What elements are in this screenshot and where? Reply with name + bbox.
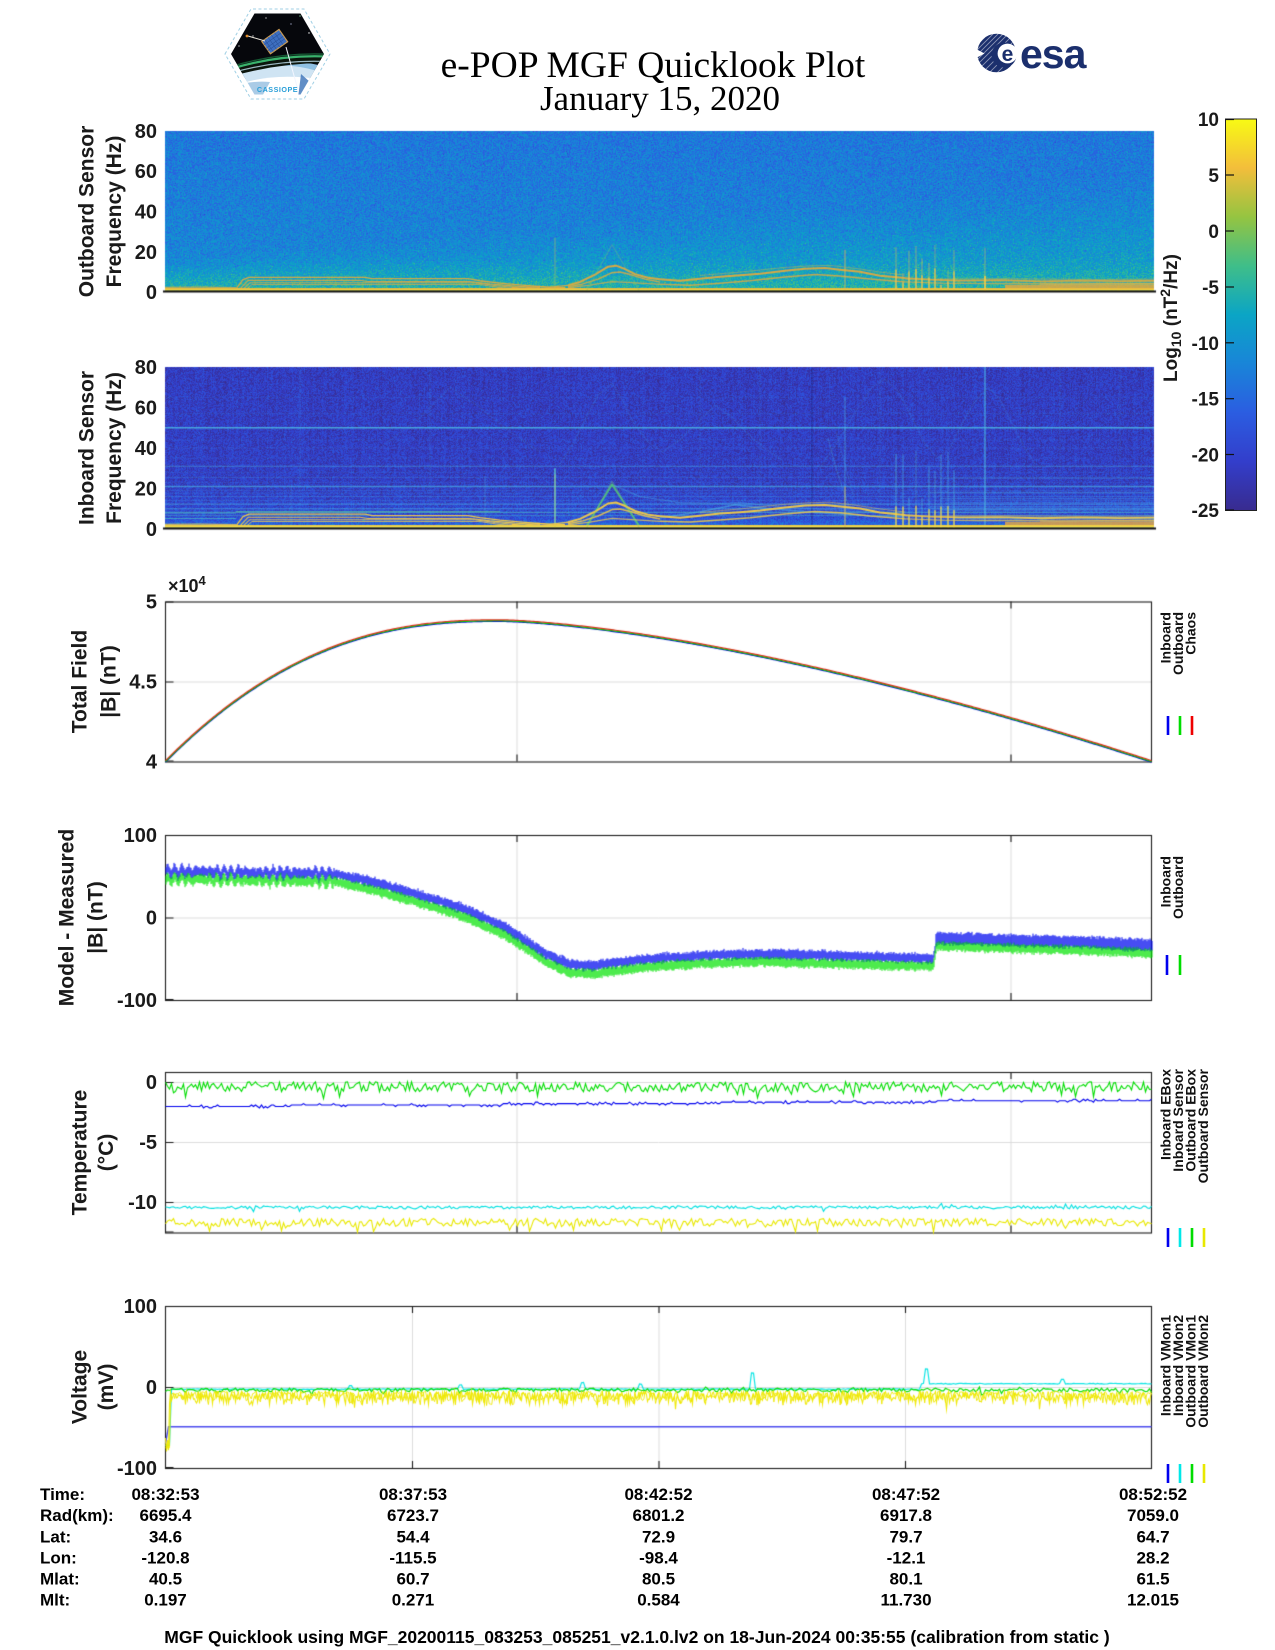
svg-text:-25: -25 — [1192, 501, 1220, 522]
svg-text:Lon:: Lon: — [40, 1549, 77, 1568]
svg-text:(mV): (mV) — [95, 1364, 118, 1411]
svg-text:64.7: 64.7 — [1136, 1528, 1169, 1547]
svg-text:80.5: 80.5 — [642, 1570, 675, 1589]
svg-text:esa: esa — [1020, 31, 1088, 77]
svg-text:6917.8: 6917.8 — [880, 1506, 932, 1525]
svg-text:CASSIOPE: CASSIOPE — [257, 85, 298, 94]
svg-text:-98.4: -98.4 — [639, 1549, 678, 1568]
svg-text:Inboard: Inboard — [1158, 612, 1174, 663]
svg-text:11.730: 11.730 — [880, 1591, 931, 1610]
svg-text:-15: -15 — [1192, 390, 1220, 411]
svg-text:|B| (nT): |B| (nT) — [98, 645, 121, 717]
svg-text:Outboard VMon1: Outboard VMon1 — [1183, 1315, 1199, 1428]
svg-text:0.197: 0.197 — [144, 1591, 187, 1610]
svg-text:-5: -5 — [1202, 278, 1219, 299]
svg-text:MGF Quicklook using MGF_202001: MGF Quicklook using MGF_20200115_083253_… — [164, 1627, 1109, 1647]
svg-text:20: 20 — [135, 479, 157, 501]
svg-text:Total Field: Total Field — [69, 630, 92, 733]
svg-text:5: 5 — [146, 592, 157, 614]
svg-text:0: 0 — [146, 1377, 157, 1399]
svg-text:-10: -10 — [1192, 334, 1219, 355]
svg-text:12.015: 12.015 — [1127, 1591, 1179, 1610]
svg-text:0: 0 — [146, 1072, 157, 1094]
svg-text:60: 60 — [135, 398, 157, 420]
svg-text:-100: -100 — [117, 990, 157, 1012]
svg-text:January 15, 2020: January 15, 2020 — [540, 79, 780, 118]
svg-text:0.271: 0.271 — [392, 1591, 435, 1610]
svg-text:6695.4: 6695.4 — [140, 1506, 193, 1525]
svg-text:40: 40 — [135, 438, 157, 460]
svg-text:Chaos: Chaos — [1183, 612, 1199, 655]
svg-text:40: 40 — [135, 202, 157, 224]
svg-text:Time:: Time: — [40, 1485, 85, 1504]
svg-text:Model - Measured: Model - Measured — [56, 829, 79, 1006]
svg-text:4: 4 — [146, 752, 158, 774]
svg-text:Inboard Sensor: Inboard Sensor — [1170, 1068, 1186, 1171]
svg-text:-115.5: -115.5 — [389, 1549, 436, 1568]
svg-text:Lat:: Lat: — [40, 1528, 71, 1547]
svg-text:-10: -10 — [128, 1192, 157, 1214]
svg-text:0: 0 — [146, 519, 157, 541]
svg-text:28.2: 28.2 — [1136, 1549, 1169, 1568]
svg-text:Voltage: Voltage — [69, 1350, 92, 1424]
svg-text:5: 5 — [1208, 166, 1219, 187]
svg-text:4.5: 4.5 — [129, 672, 157, 694]
svg-text:Outboard EBox: Outboard EBox — [1183, 1069, 1199, 1172]
svg-text:80: 80 — [135, 357, 157, 379]
svg-text:Mlt:: Mlt: — [40, 1591, 70, 1610]
svg-text:-120.8: -120.8 — [141, 1549, 189, 1568]
svg-text:08:32:53: 08:32:53 — [131, 1485, 199, 1504]
svg-text:0: 0 — [1208, 222, 1219, 243]
svg-text:72.9: 72.9 — [642, 1528, 675, 1547]
svg-text:Outboard Sensor: Outboard Sensor — [76, 126, 99, 298]
svg-text:Outboard VMon2: Outboard VMon2 — [1195, 1315, 1211, 1428]
svg-text:Inboard EBox: Inboard EBox — [1158, 1069, 1174, 1160]
svg-text:40.5: 40.5 — [149, 1570, 182, 1589]
svg-text:79.7: 79.7 — [889, 1528, 922, 1547]
svg-text:Inboard VMon1: Inboard VMon1 — [1158, 1315, 1174, 1416]
svg-text:08:42:52: 08:42:52 — [624, 1485, 692, 1504]
svg-text:e: e — [1002, 43, 1014, 66]
svg-text:08:47:52: 08:47:52 — [872, 1485, 940, 1504]
svg-text:Mlat:: Mlat: — [40, 1570, 80, 1589]
svg-text:08:37:53: 08:37:53 — [379, 1485, 447, 1504]
svg-text:-20: -20 — [1192, 446, 1219, 467]
svg-text:e-POP MGF Quicklook Plot: e-POP MGF Quicklook Plot — [441, 45, 866, 86]
svg-text:Inboard Sensor: Inboard Sensor — [76, 371, 99, 525]
svg-text:-5: -5 — [139, 1132, 157, 1154]
svg-text:Temperature: Temperature — [69, 1090, 92, 1216]
svg-text:Frequency (Hz): Frequency (Hz) — [103, 372, 126, 524]
svg-text:0.584: 0.584 — [637, 1591, 680, 1610]
svg-text:-12.1: -12.1 — [887, 1549, 926, 1568]
svg-text:100: 100 — [124, 825, 157, 847]
svg-text:80: 80 — [135, 121, 157, 143]
svg-text:60: 60 — [135, 161, 157, 183]
svg-text:54.4: 54.4 — [396, 1528, 430, 1547]
svg-text:6801.2: 6801.2 — [633, 1506, 685, 1525]
svg-text:80.1: 80.1 — [889, 1570, 922, 1589]
svg-text:34.6: 34.6 — [149, 1528, 182, 1547]
svg-text:Inboard VMon2: Inboard VMon2 — [1170, 1315, 1186, 1416]
svg-text:Outboard: Outboard — [1170, 612, 1186, 675]
svg-text:08:52:52: 08:52:52 — [1119, 1485, 1187, 1504]
svg-text:Log10 (nT2/Hz): Log10 (nT2/Hz) — [1157, 254, 1184, 382]
svg-text:(°C): (°C) — [95, 1134, 118, 1172]
svg-text:Frequency (Hz): Frequency (Hz) — [103, 136, 126, 288]
svg-text:20: 20 — [135, 242, 157, 264]
svg-text:10: 10 — [1198, 110, 1219, 131]
svg-text:Outboard Sensor: Outboard Sensor — [1195, 1068, 1211, 1183]
svg-text:Outboard: Outboard — [1170, 856, 1186, 919]
svg-text:7059.0: 7059.0 — [1127, 1506, 1179, 1525]
svg-text:0: 0 — [146, 282, 157, 304]
svg-text:6723.7: 6723.7 — [387, 1506, 439, 1525]
svg-text:0: 0 — [146, 908, 157, 930]
svg-text:-100: -100 — [117, 1458, 157, 1480]
svg-text:61.5: 61.5 — [1136, 1570, 1169, 1589]
svg-text:Inboard: Inboard — [1158, 856, 1174, 907]
svg-text:100: 100 — [124, 1296, 157, 1318]
svg-text:|B| (nT): |B| (nT) — [85, 881, 108, 953]
svg-text:×104: ×104 — [168, 573, 207, 596]
svg-text:60.7: 60.7 — [396, 1570, 429, 1589]
svg-text:Rad(km):: Rad(km): — [40, 1506, 114, 1525]
